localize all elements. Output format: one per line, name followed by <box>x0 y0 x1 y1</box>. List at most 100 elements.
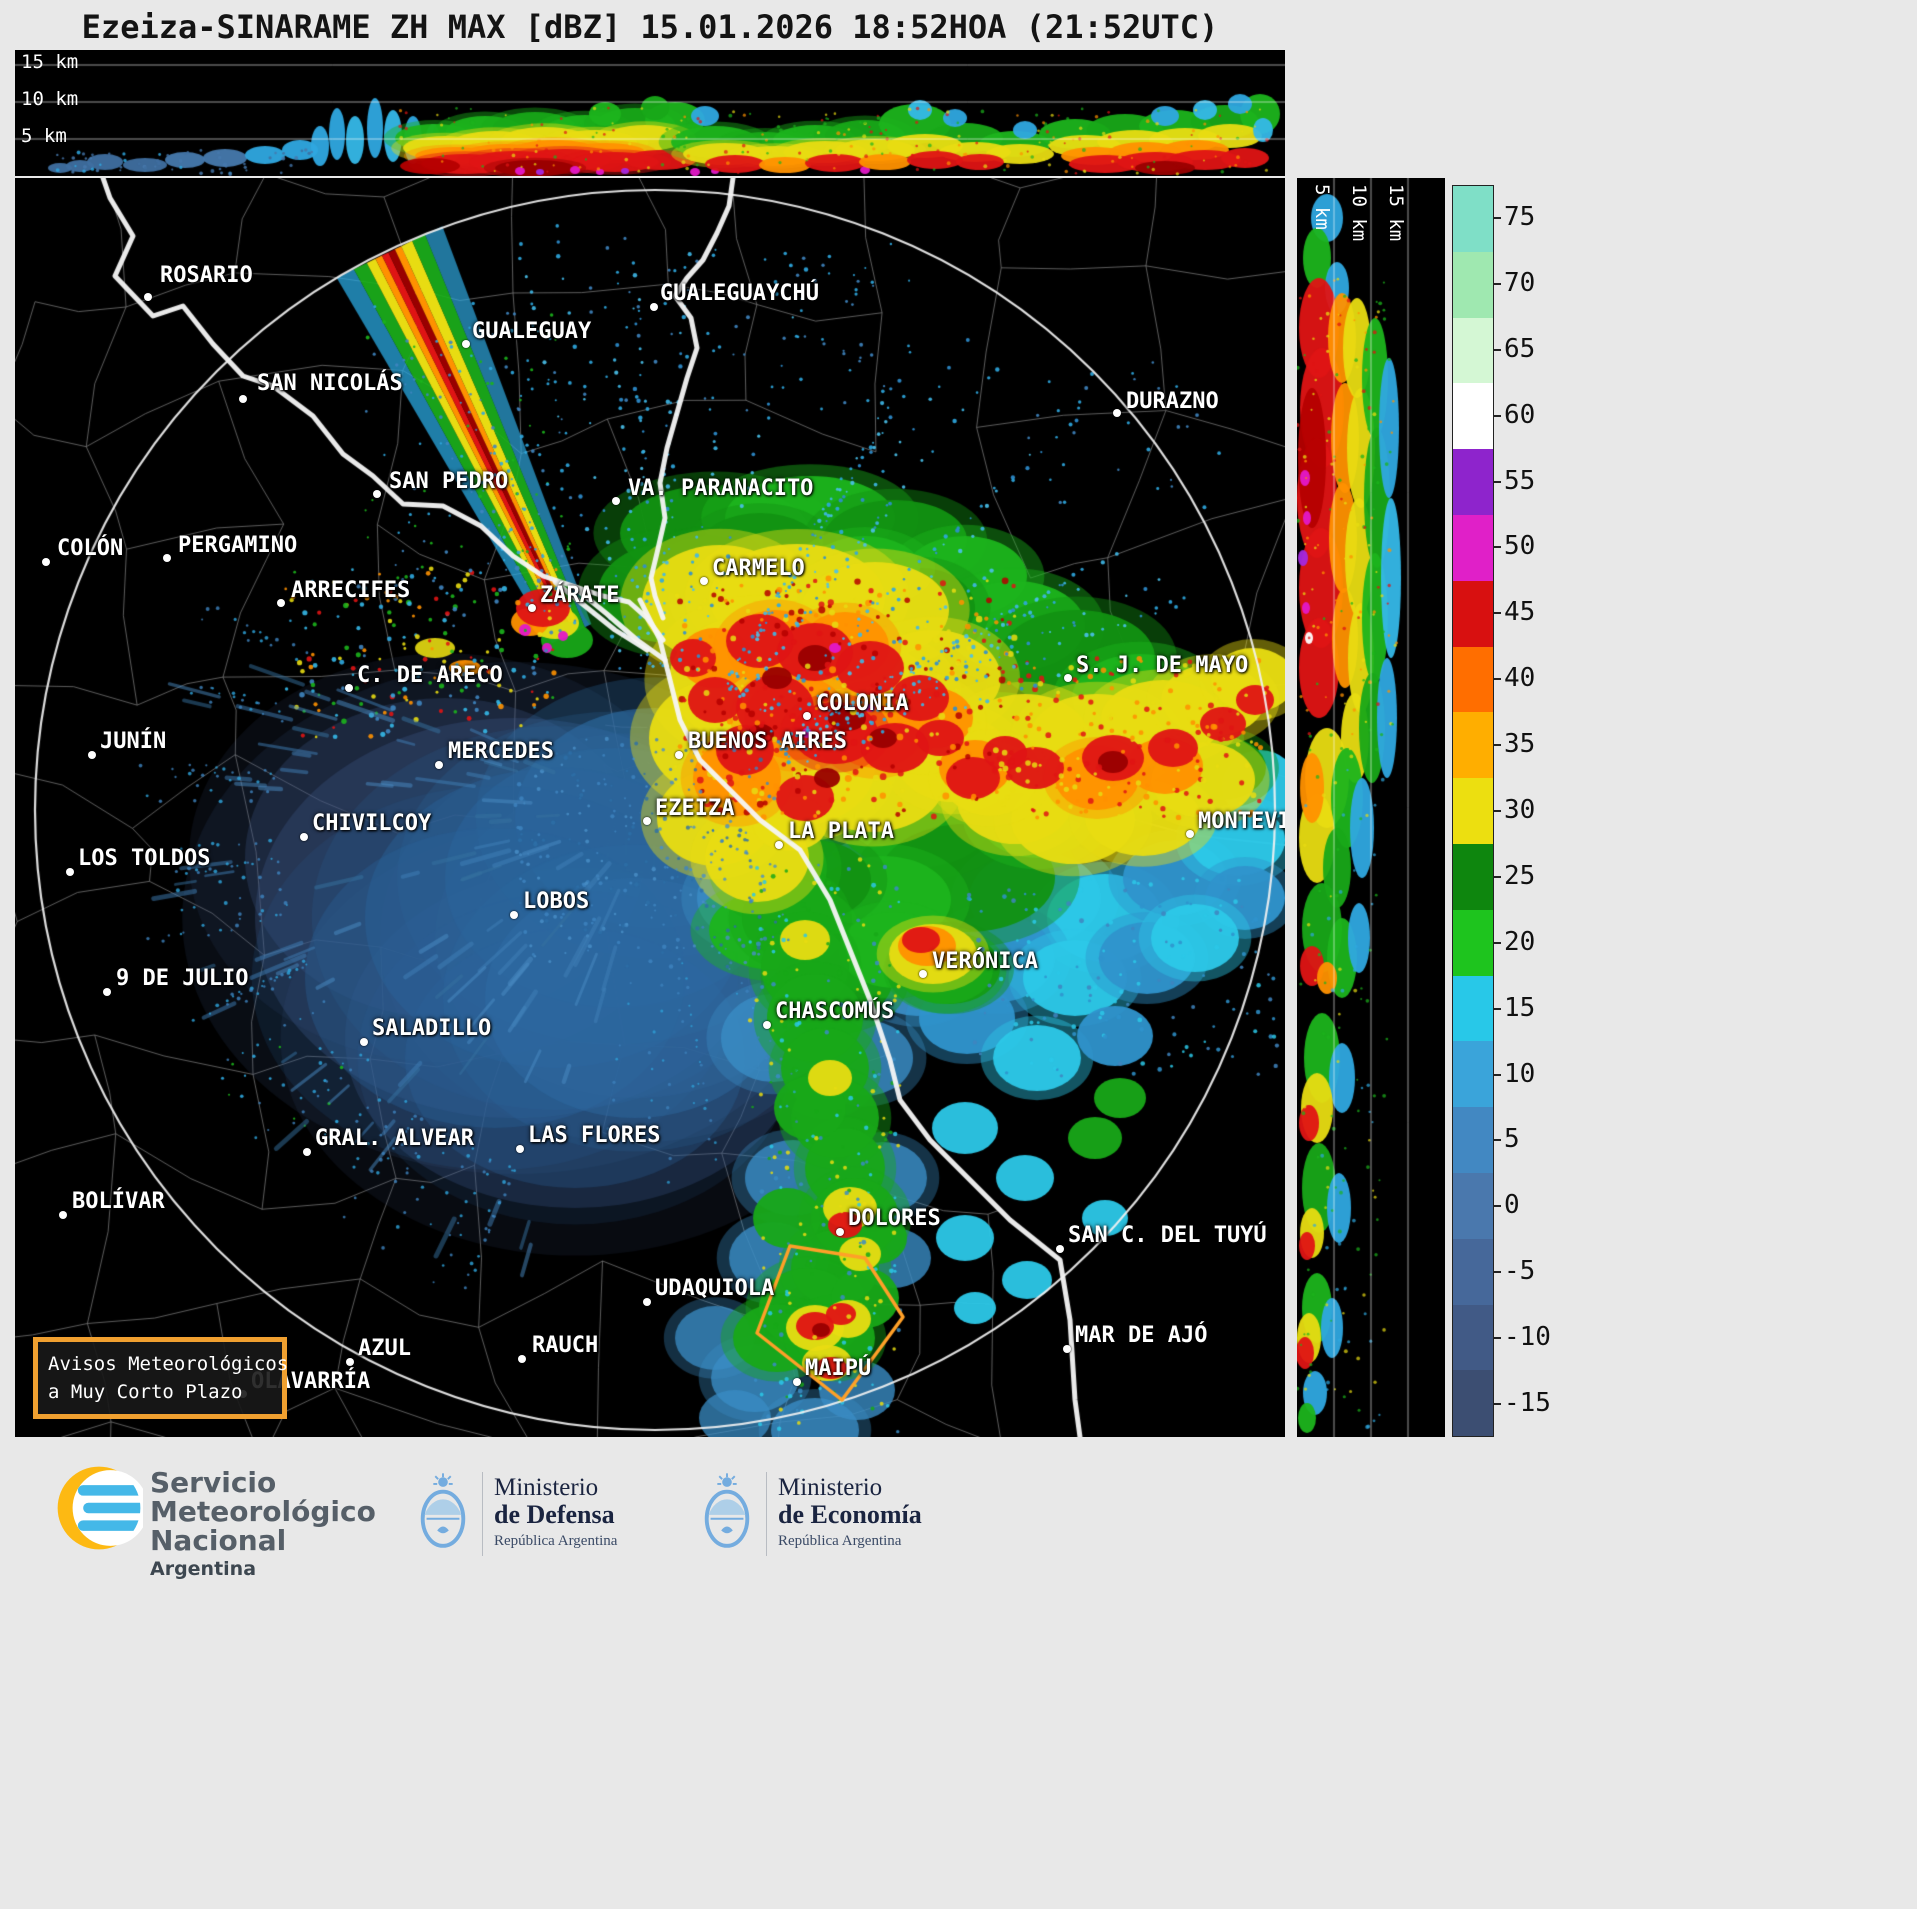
colorbar-value-label: 15 <box>1504 992 1536 1023</box>
city-dot <box>643 817 651 825</box>
city-dot <box>650 303 658 311</box>
height-label-10km: 10 km <box>21 88 79 110</box>
coat-of-arms-economia-icon <box>704 1473 750 1548</box>
city-label: LOBOS <box>523 889 590 914</box>
colorbar-tick <box>1494 414 1501 417</box>
colorbar-segment <box>1453 1304 1493 1371</box>
colorbar-segment <box>1453 1238 1493 1305</box>
defensa-divider <box>482 1472 483 1556</box>
height-label-15km-right: 15 km <box>1385 184 1407 242</box>
city-label: MAR DE AJÓ <box>1075 1323 1208 1348</box>
colorbar-segment <box>1453 449 1493 515</box>
city-dot <box>435 761 443 769</box>
city-dot <box>88 751 96 759</box>
city-label: GUALEGUAY <box>472 319 592 344</box>
colorbar-segment <box>1453 843 1493 910</box>
city-dot <box>518 1355 526 1363</box>
city-label: DOLORES <box>848 1206 941 1231</box>
warning-notice-box: Avisos Meteorológicos a Muy Corto Plazo <box>33 1337 289 1419</box>
city-dot <box>300 833 308 841</box>
colorbar-tick <box>1494 1271 1501 1274</box>
city-label: RAUCH <box>532 1333 599 1358</box>
colorbar-tick <box>1494 1337 1501 1340</box>
colorbar-value-label: 75 <box>1504 201 1536 232</box>
city-label: CHIVILCOY <box>312 811 432 836</box>
colorbar-tick <box>1494 612 1501 615</box>
city-label: SAN NICOLÁS <box>257 371 403 396</box>
colorbar-segment <box>1453 909 1493 976</box>
colorbar-tick <box>1494 1205 1501 1208</box>
colorbar-segment <box>1453 317 1493 384</box>
smn-line3: Nacional <box>150 1524 287 1557</box>
city-label: MAIPÚ <box>805 1356 872 1381</box>
colorbar-segment <box>1453 1370 1493 1437</box>
colorbar-tick <box>1494 348 1501 351</box>
city-dot <box>360 1038 368 1046</box>
colorbar-tick <box>1494 216 1501 219</box>
colorbar-segment <box>1453 186 1493 252</box>
defensa-sub: República Argentina <box>494 1533 618 1549</box>
height-label-10km-right: 10 km <box>1348 184 1370 242</box>
economia-divider <box>766 1472 767 1556</box>
footer-logos: Servicio Meteorológico Nacional Argentin… <box>0 1450 1917 1650</box>
defensa-line1: Ministerio <box>494 1474 599 1501</box>
city-label: CARMELO <box>712 556 805 581</box>
warning-notice-line2: a Muy Corto Plazo <box>48 1381 243 1403</box>
city-label: CHASCOMÚS <box>775 999 895 1024</box>
city-label: SALADILLO <box>372 1016 492 1041</box>
city-dot <box>700 577 708 585</box>
colorbar-segment <box>1453 514 1493 581</box>
economia-sub: República Argentina <box>778 1533 902 1549</box>
smn-country: Argentina <box>150 1558 257 1580</box>
city-dot <box>763 1021 771 1029</box>
colorbar-tick <box>1494 546 1501 549</box>
city-label: COLONIA <box>816 691 909 716</box>
colorbar-value-label: 50 <box>1504 531 1536 562</box>
colorbar-segment <box>1453 975 1493 1042</box>
city-dot <box>163 554 171 562</box>
colorbar-value-label: 30 <box>1504 795 1536 825</box>
city-label: BUENOS AIRES <box>688 729 847 754</box>
top-cross-section-canvas <box>15 50 1285 176</box>
city-label: ZÁRATE <box>540 583 620 608</box>
colorbar-segment <box>1453 1107 1493 1173</box>
city-dot <box>643 1298 651 1306</box>
ministry-defensa-wordmark: Ministerio de Defensa República Argentin… <box>494 1474 617 1553</box>
economia-line2: de Economía <box>778 1500 922 1529</box>
colorbar-value-label: 35 <box>1504 729 1536 760</box>
colorbar-value-label: 55 <box>1504 465 1536 496</box>
city-label: SAN PEDRO <box>389 469 509 494</box>
warning-notice-line1: Avisos Meteorológicos <box>48 1353 289 1375</box>
city-dot <box>919 970 927 978</box>
city-label: COLÓN <box>57 536 124 561</box>
colorbar-segment <box>1453 580 1493 647</box>
city-dot <box>66 868 74 876</box>
colorbar-value-label: 45 <box>1504 597 1536 628</box>
radar-map-canvas <box>15 178 1285 1437</box>
colorbar-value-label: 0 <box>1504 1190 1520 1221</box>
height-label-15km: 15 km <box>21 51 79 73</box>
colorbar-value-label: 20 <box>1504 926 1536 957</box>
city-dot <box>462 340 470 348</box>
height-label-5km-right: 5 km <box>1311 184 1333 230</box>
colorbar-tick <box>1494 941 1501 944</box>
colorbar-value-label: 10 <box>1504 1058 1536 1089</box>
colorbar-tick <box>1494 744 1501 747</box>
defensa-line2: de Defensa <box>494 1500 615 1529</box>
product-title: Ezeiza-SINARAME ZH MAX [dBZ] 15.01.2026 … <box>81 8 1219 46</box>
reflectivity-colorbar <box>1452 185 1494 1437</box>
city-dot <box>59 1211 67 1219</box>
city-label: GUALEGUAYCHÚ <box>660 281 819 306</box>
city-dot <box>836 1228 844 1236</box>
economia-line1: Ministerio <box>778 1474 883 1501</box>
city-label: MONTEVIDEO <box>1198 809 1285 834</box>
city-dot <box>1113 409 1121 417</box>
city-label: SAN C. DEL TUYÚ <box>1068 1223 1267 1248</box>
colorbar-value-label: 65 <box>1504 333 1536 364</box>
city-dot <box>277 599 285 607</box>
coat-of-arms-defensa-icon <box>420 1473 466 1548</box>
colorbar-value-label: -15 <box>1504 1388 1551 1419</box>
city-dot <box>775 841 783 849</box>
vertical-cross-section-right: 5 km 10 km 15 km <box>1297 178 1445 1437</box>
